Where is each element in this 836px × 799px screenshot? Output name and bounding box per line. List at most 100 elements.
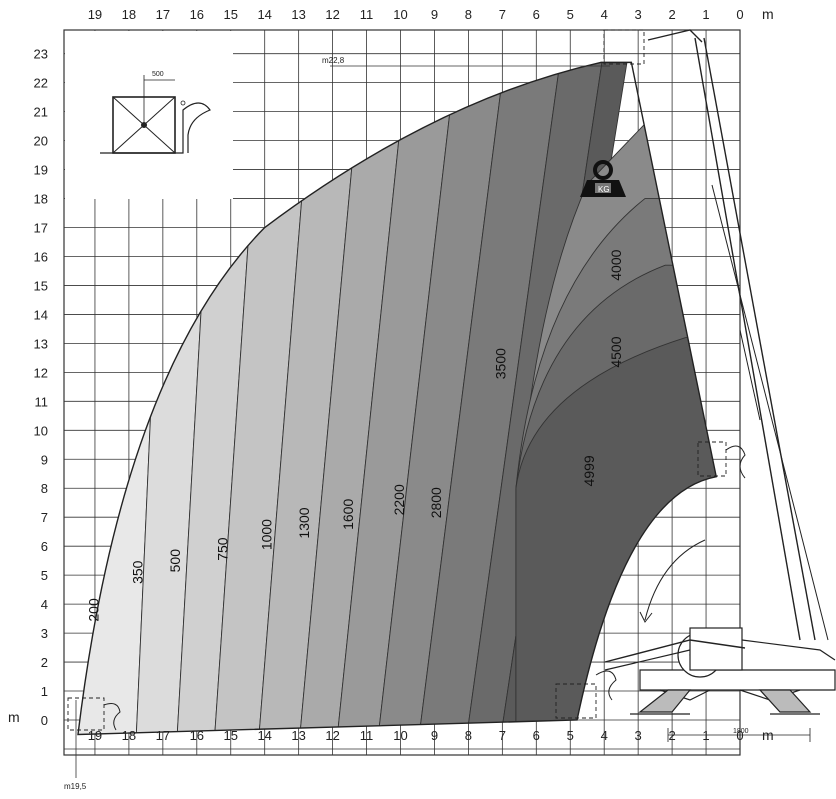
- x-tick-bottom: 1: [702, 728, 709, 743]
- x-tick-bottom: 11: [360, 728, 374, 743]
- zone-label: 200: [85, 598, 101, 622]
- bottom-dimension-label: 1800: [733, 728, 749, 735]
- y-tick: 17: [34, 221, 48, 236]
- x-tick-top: 8: [465, 7, 472, 22]
- y-tick: 3: [41, 626, 48, 641]
- x-tick-bottom: 18: [122, 728, 136, 743]
- y-tick: 23: [34, 47, 48, 62]
- x-tick-bottom: 8: [465, 728, 472, 743]
- x-tick-top: 10: [393, 7, 407, 22]
- x-tick-top: 13: [291, 7, 305, 22]
- zone-label: 350: [129, 560, 145, 584]
- x-tick-bottom: 10: [393, 728, 407, 743]
- load-zone: [257, 62, 366, 735]
- y-tick: 8: [41, 481, 48, 496]
- x-tick-bottom: 15: [224, 728, 238, 743]
- load-zone: [298, 62, 412, 735]
- max-reach-label: m19,5: [64, 782, 87, 791]
- x-axis-bottom: 19 18 17 16 15 14 13 12 11 10 9 8 7 6 5 4 3 2 1 0: [88, 728, 744, 743]
- x-axis-top: 19 18 17 16 15 14 13 12 11 10 9 8 7 6 5 4 3 2 1 0: [88, 7, 744, 22]
- boom-rotation-arrow-icon: [644, 539, 706, 621]
- y-tick: 0: [41, 713, 48, 728]
- x-tick-top: 0: [736, 7, 743, 22]
- y-tick: 15: [34, 278, 48, 293]
- y-tick: 2: [41, 655, 48, 670]
- x-tick-top: 4: [601, 7, 608, 22]
- x-tick-top: 14: [257, 7, 271, 22]
- y-unit-left: m: [8, 709, 20, 725]
- load-weight-icon: KG: [580, 160, 626, 197]
- y-tick: 6: [41, 539, 48, 554]
- y-tick: 1: [41, 684, 48, 699]
- x-tick-bottom: 13: [291, 728, 305, 743]
- y-tick: 19: [34, 163, 48, 178]
- x-tick-bottom: 14: [257, 728, 271, 743]
- zone-labels: 200 350 500 750 1000 1300 1600 2200 2800 3500 4000…: [85, 249, 624, 621]
- zone-label: 3500: [493, 348, 509, 379]
- x-tick-top: 16: [190, 7, 204, 22]
- load-zone: [416, 62, 566, 735]
- x-tick-bottom: 3: [635, 728, 642, 743]
- y-tick: 13: [34, 336, 48, 351]
- y-tick: 7: [41, 510, 48, 525]
- x-tick-bottom: 7: [499, 728, 506, 743]
- zone-label: 1000: [258, 519, 274, 550]
- zone-label: 1600: [340, 499, 356, 530]
- zone-label: 2800: [428, 487, 444, 518]
- zone-label: 750: [214, 537, 230, 561]
- x-unit-top: m: [762, 6, 774, 22]
- y-tick: 16: [34, 249, 48, 264]
- y-tick: 4: [41, 597, 48, 612]
- telehandler-machine-icon: [67, 29, 836, 742]
- working-envelope: [77, 61, 718, 736]
- x-tick-bottom: 6: [533, 728, 540, 743]
- x-tick-bottom: 19: [88, 728, 102, 743]
- y-tick: 12: [34, 365, 48, 380]
- y-tick: 21: [34, 105, 48, 120]
- x-tick-top: 18: [122, 7, 136, 22]
- y-tick: 22: [34, 76, 48, 91]
- x-tick-bottom: 12: [325, 728, 339, 743]
- x-tick-bottom: 9: [431, 728, 438, 743]
- x-tick-top: 3: [635, 7, 642, 22]
- x-tick-top: 15: [224, 7, 238, 22]
- x-tick-bottom: 5: [567, 728, 574, 743]
- x-tick-bottom: 0: [736, 728, 743, 743]
- y-tick: 11: [35, 394, 49, 409]
- y-tick: 14: [34, 307, 48, 322]
- zone-label: 2200: [391, 484, 407, 515]
- zone-label: 4500: [608, 336, 624, 367]
- x-tick-bottom: 17: [156, 728, 170, 743]
- x-tick-top: 7: [499, 7, 506, 22]
- inset-dimension-label: 500: [152, 71, 164, 78]
- x-tick-bottom: 4: [601, 728, 608, 743]
- x-tick-top: 5: [567, 7, 574, 22]
- platform-inset-icon: 500: [100, 71, 211, 154]
- x-tick-top: 17: [156, 7, 170, 22]
- load-zone: [335, 62, 461, 735]
- x-tick-top: 12: [325, 7, 339, 22]
- y-tick: 18: [34, 192, 48, 207]
- x-tick-bottom: 2: [668, 728, 675, 743]
- zone-label: 1300: [296, 507, 312, 538]
- x-tick-top: 1: [702, 7, 709, 22]
- x-tick-top: 6: [533, 7, 540, 22]
- max-height-label: m22,8: [322, 56, 345, 65]
- load-zone: [376, 62, 510, 735]
- y-tick: 10: [34, 423, 48, 438]
- x-tick-bottom: 16: [190, 728, 204, 743]
- x-tick-top: 2: [668, 7, 675, 22]
- zone-label: 500: [167, 549, 183, 573]
- y-tick: 20: [34, 134, 48, 149]
- zone-label: 4999: [581, 455, 597, 486]
- weight-icon-label: KG: [598, 185, 610, 194]
- x-tick-top: 9: [431, 7, 438, 22]
- x-tick-top: 19: [88, 7, 102, 22]
- zone-label: 4000: [608, 249, 624, 280]
- y-tick: 9: [41, 452, 48, 467]
- y-tick: 5: [41, 568, 48, 583]
- x-tick-top: 11: [360, 7, 374, 22]
